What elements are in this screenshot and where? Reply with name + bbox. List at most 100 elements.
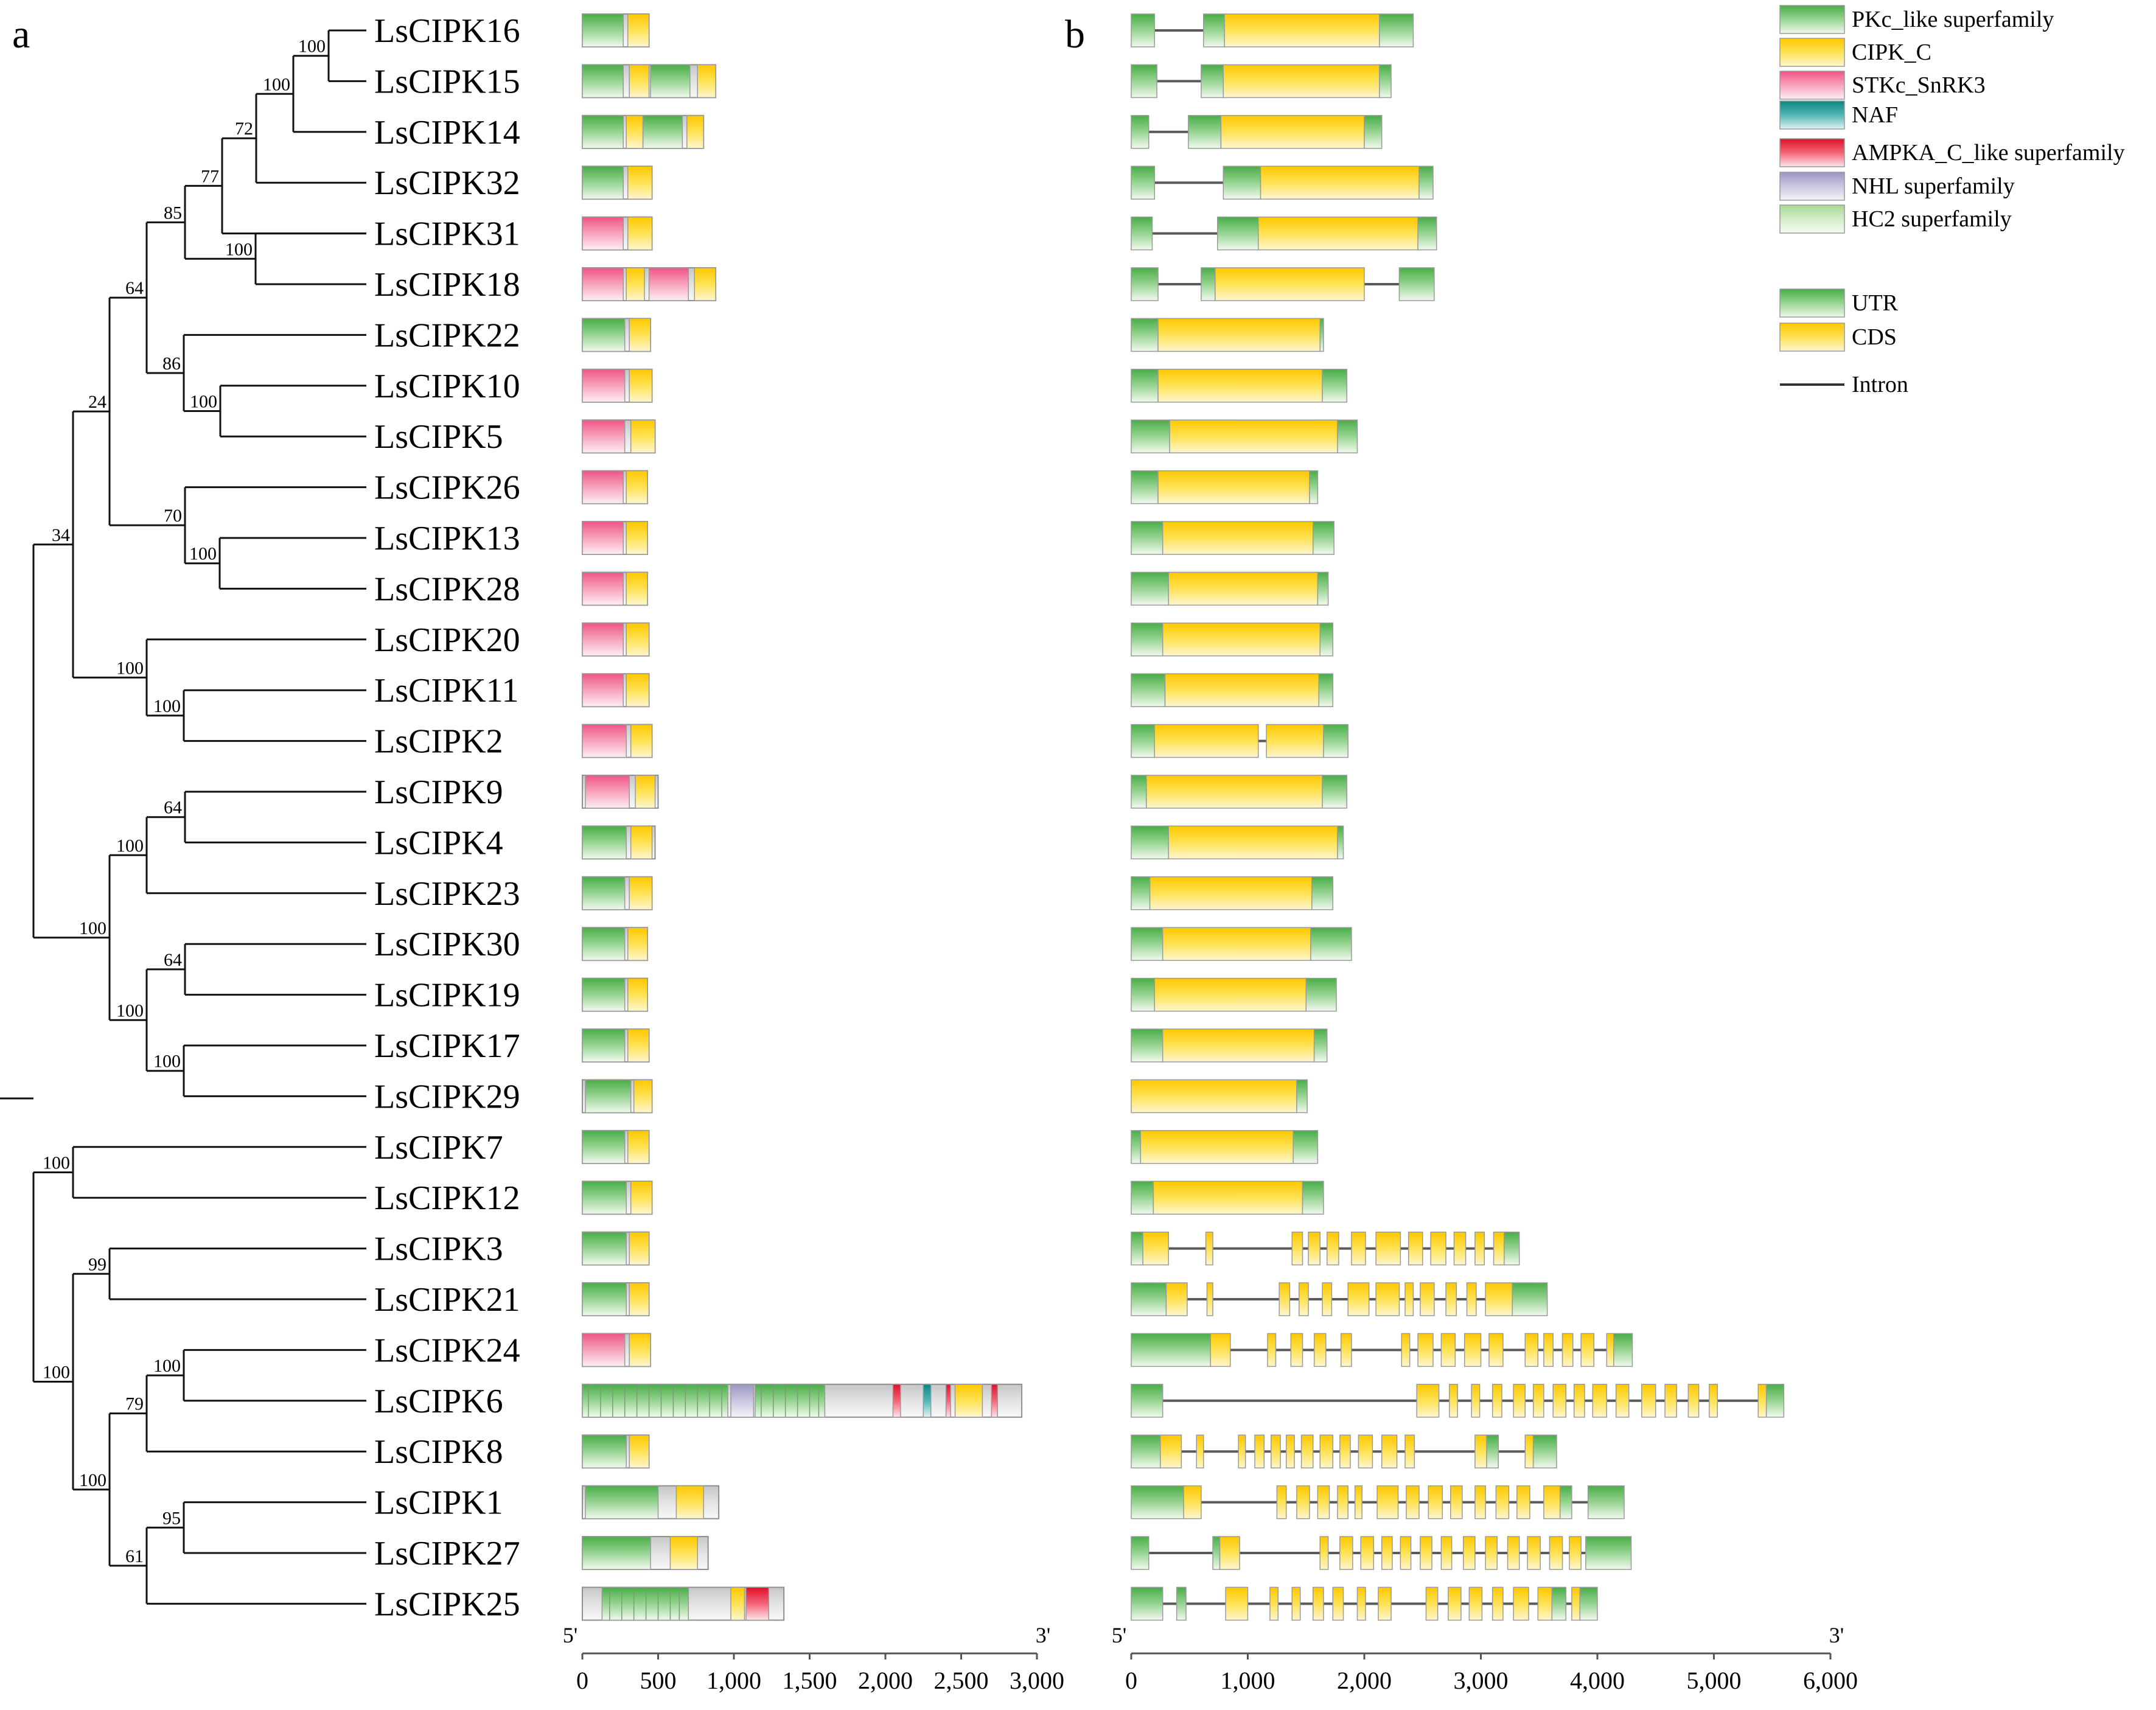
gene-label: LsCIPK23	[374, 875, 520, 913]
axis-end-3prime: 3'	[1036, 1623, 1051, 1647]
utr-segment	[1379, 64, 1392, 99]
bootstrap-value: 79	[125, 1394, 144, 1414]
cds-segment	[1561, 1333, 1574, 1367]
cds-segment	[1206, 1282, 1213, 1316]
protein-domain	[745, 1586, 770, 1621]
utr-segment	[1131, 115, 1150, 149]
utr-segment	[1131, 673, 1166, 707]
legend-swatch	[1779, 323, 1845, 352]
cds-segment	[1474, 1231, 1485, 1266]
gene-label: LsCIPK22	[374, 316, 520, 354]
protein-domain	[630, 724, 653, 758]
gene-label: LsCIPK14	[374, 114, 520, 152]
cds-segment	[1513, 1384, 1526, 1418]
axis-tick-label: 0	[576, 1667, 588, 1694]
utr-segment	[1319, 623, 1334, 657]
protein-domain	[694, 267, 716, 301]
bootstrap-value: 64	[125, 278, 144, 298]
cds-segment	[1291, 1586, 1301, 1621]
legend-label: Intron	[1852, 372, 1908, 397]
axis-tick-label: 3,000	[1010, 1667, 1064, 1694]
gene-label: LsCIPK5	[374, 418, 503, 456]
gene-label: LsCIPK24	[374, 1331, 520, 1369]
protein-domain	[601, 1586, 689, 1621]
cds-segment	[1347, 1282, 1370, 1316]
cds-segment	[1332, 1586, 1344, 1621]
cds-segment	[1495, 1485, 1510, 1520]
cds-segment	[1225, 1586, 1249, 1621]
gene-label: LsCIPK9	[374, 773, 503, 811]
cds-segment	[1154, 977, 1307, 1012]
utr-segment	[1131, 1536, 1150, 1570]
utr-segment	[1323, 724, 1348, 758]
utr-segment	[1322, 775, 1348, 809]
utr-segment	[1216, 216, 1259, 251]
utr-segment	[1418, 166, 1434, 200]
cds-segment	[1375, 1282, 1400, 1316]
bootstrap-value: 95	[162, 1508, 181, 1528]
bootstrap-value: 100	[153, 696, 181, 716]
cds-segment	[1162, 623, 1320, 657]
cds-segment	[1417, 1333, 1434, 1367]
axis-end-5prime: 5'	[1112, 1623, 1127, 1647]
legend-swatch	[1779, 38, 1845, 67]
legend-swatch	[1779, 71, 1845, 100]
cds-segment	[1471, 1384, 1481, 1418]
axis-tick-label: 500	[640, 1667, 677, 1694]
cds-segment	[1210, 1333, 1231, 1367]
cds-segment	[1401, 1333, 1411, 1367]
bootstrap-value: 100	[116, 658, 144, 678]
gene-label: LsCIPK32	[374, 164, 520, 202]
gene-label: LsCIPK20	[374, 621, 520, 659]
cds-segment	[1140, 1130, 1294, 1164]
utr-segment	[1188, 115, 1222, 149]
cds-segment	[1428, 1485, 1443, 1520]
cds-segment	[1491, 1384, 1502, 1418]
cds-segment	[1164, 673, 1320, 707]
utr-segment	[1131, 977, 1156, 1012]
cds-segment	[1507, 1536, 1520, 1570]
cds-segment	[1493, 1231, 1505, 1266]
protein-domain	[923, 1384, 932, 1418]
utr-segment	[1765, 1384, 1785, 1418]
bootstrap-value: 100	[43, 1153, 70, 1173]
cds-segment	[1358, 1434, 1373, 1468]
protein-domain	[755, 1384, 826, 1418]
protein-domain	[629, 1434, 650, 1468]
utr-segment	[1131, 1485, 1184, 1520]
utr-segment	[1302, 1181, 1324, 1215]
cds-segment	[1260, 166, 1420, 200]
protein-domain	[582, 673, 624, 707]
protein-domain	[629, 1282, 650, 1316]
bootstrap-value: 100	[153, 1356, 181, 1376]
utr-segment	[1201, 64, 1224, 99]
protein-domain	[582, 419, 626, 453]
legend-swatch	[1779, 5, 1845, 34]
protein-domain	[585, 1079, 632, 1114]
cds-segment	[1466, 1282, 1477, 1316]
cds-segment	[1269, 1586, 1279, 1621]
utr-segment	[1310, 927, 1352, 961]
bootstrap-value: 100	[116, 1000, 144, 1021]
protein-domain	[582, 267, 624, 301]
protein-domain	[629, 318, 651, 352]
cds-segment	[1406, 1485, 1420, 1520]
utr-segment	[1293, 1130, 1319, 1164]
protein-domain	[630, 825, 653, 860]
cds-segment	[1131, 1079, 1297, 1114]
legend-swatch	[1779, 288, 1845, 318]
protein-domain	[582, 13, 624, 47]
cds-segment	[1404, 1434, 1415, 1468]
protein-domain	[582, 216, 624, 251]
protein-domain	[582, 1384, 728, 1418]
cds-segment	[1162, 1028, 1315, 1063]
protein-domain	[669, 1536, 698, 1570]
protein-domain	[629, 1333, 651, 1367]
utr-segment	[1131, 318, 1159, 352]
cds-segment	[1154, 724, 1259, 758]
axis-tick-label: 6,000	[1803, 1667, 1858, 1694]
cds-segment	[1687, 1384, 1700, 1418]
protein-domain	[582, 1333, 626, 1367]
protein-domain	[954, 1384, 983, 1418]
cds-segment	[1543, 1333, 1554, 1367]
